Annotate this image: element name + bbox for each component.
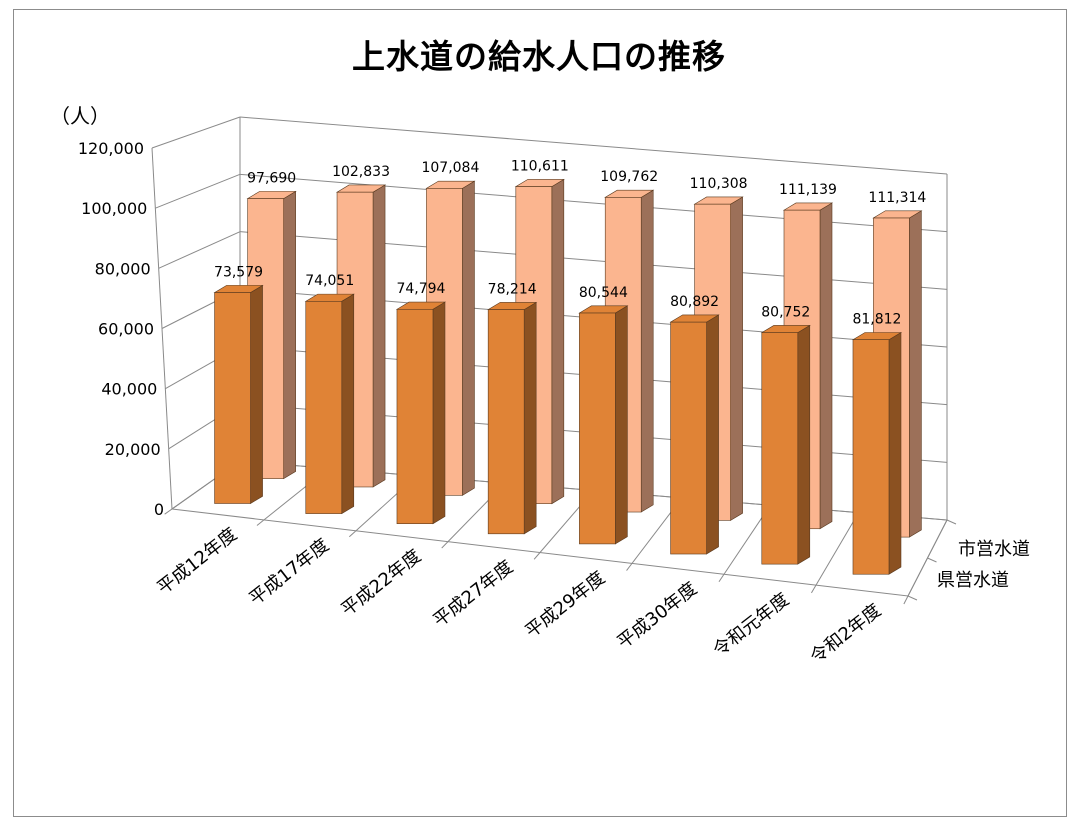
bar-kenei-6-label: 80,892 bbox=[670, 294, 719, 310]
y-tick-label: 0 bbox=[154, 500, 164, 519]
bar-kenei-5 bbox=[579, 312, 616, 545]
x-tick-label: 平成27年度 bbox=[429, 556, 517, 631]
y-axis-line bbox=[151, 147, 173, 510]
y-tick-label: 20,000 bbox=[105, 440, 161, 459]
bar-kenei-6-side bbox=[706, 314, 719, 555]
x-tick-label: 平成12年度 bbox=[153, 524, 241, 599]
bar-kenei-5-label: 80,544 bbox=[579, 285, 628, 301]
depth-tick-mark bbox=[927, 557, 937, 563]
bar-kenei-3-label: 74,794 bbox=[396, 281, 445, 297]
bar-kenei-8-label: 81,812 bbox=[852, 311, 901, 327]
y-tick-label: 80,000 bbox=[95, 259, 151, 278]
bar-shiei-7-side bbox=[819, 202, 833, 530]
bar-shiei-3-label: 107,084 bbox=[421, 160, 479, 176]
x-tick-label: 平成17年度 bbox=[245, 535, 333, 610]
bar-kenei-8 bbox=[852, 339, 890, 575]
y-tick-label: 60,000 bbox=[98, 320, 154, 339]
bar-kenei-3-side bbox=[432, 301, 446, 525]
bar-shiei-6-label: 110,308 bbox=[690, 176, 748, 192]
chart-title: 上水道の給水人口の推移 bbox=[352, 37, 726, 76]
x-tick-mark bbox=[164, 508, 173, 515]
bar-kenei-1 bbox=[214, 292, 251, 504]
bar-kenei-1-label: 73,579 bbox=[214, 264, 263, 280]
bar-kenei-5-side bbox=[615, 305, 628, 545]
bar-shiei-3-side bbox=[462, 180, 475, 496]
bar-kenei-2-label: 74,051 bbox=[305, 273, 354, 289]
side-gridline bbox=[151, 116, 241, 149]
x-tick-mark bbox=[718, 573, 725, 583]
y-tick-label: 40,000 bbox=[101, 380, 157, 399]
bar-shiei-2-side bbox=[372, 184, 386, 488]
x-tick-label: 平成30年度 bbox=[613, 578, 701, 653]
bar-kenei-8-side bbox=[888, 331, 902, 575]
bar-shiei-8-label: 111,314 bbox=[868, 190, 926, 206]
bar-shiei-5-side bbox=[640, 189, 654, 513]
x-tick-mark bbox=[348, 530, 357, 538]
x-tick-mark bbox=[811, 584, 817, 594]
bar-shiei-6-side bbox=[730, 196, 743, 521]
y-tick-label: 120,000 bbox=[78, 139, 144, 158]
x-tick-mark bbox=[441, 541, 449, 549]
y-axis-unit-label: （人） bbox=[50, 104, 110, 128]
bar-kenei-4-side bbox=[523, 301, 537, 535]
x-tick-mark bbox=[903, 595, 909, 605]
bar-kenei-4 bbox=[487, 309, 525, 535]
depth-tick-mark bbox=[946, 519, 957, 525]
y-tick-label: 100,000 bbox=[81, 199, 147, 218]
series-label-kenei: 県営水道 bbox=[937, 570, 1009, 591]
bar-shiei-1-side bbox=[283, 190, 296, 480]
bar-shiei-1-label: 97,690 bbox=[247, 170, 296, 186]
bar-kenei-2 bbox=[305, 301, 343, 514]
x-tick-mark bbox=[533, 552, 541, 560]
bar-kenei-7-side bbox=[797, 324, 811, 565]
x-tick-label: 令和2年度 bbox=[806, 600, 885, 668]
side-gridline bbox=[158, 231, 241, 269]
bar-kenei-2-side bbox=[341, 293, 355, 515]
bar-shiei-7-label: 111,139 bbox=[779, 182, 837, 198]
bar-shiei-8-side bbox=[909, 210, 922, 538]
side-gridline bbox=[155, 173, 241, 209]
bar-shiei-5-label: 109,762 bbox=[600, 169, 658, 185]
x-tick-label: 平成22年度 bbox=[337, 546, 425, 621]
bar-kenei-6 bbox=[670, 321, 707, 555]
x-tick-mark bbox=[626, 563, 633, 571]
bar-kenei-3 bbox=[396, 308, 434, 525]
bar-kenei-7 bbox=[761, 332, 799, 565]
bar-kenei-7-label: 80,752 bbox=[761, 304, 810, 320]
x-tick-label: 令和元年度 bbox=[709, 589, 793, 661]
back-gridline bbox=[239, 116, 948, 175]
x-tick-mark bbox=[256, 519, 265, 526]
bar-kenei-4-label: 78,214 bbox=[488, 281, 537, 297]
bar-kenei-1-side bbox=[250, 284, 263, 505]
floor-category-line bbox=[815, 512, 860, 586]
x-tick-label: 平成29年度 bbox=[521, 567, 609, 642]
depth-tick-mark bbox=[907, 595, 918, 601]
bar-shiei-2-label: 102,833 bbox=[332, 164, 390, 180]
bar-shiei-4-label: 110,611 bbox=[511, 158, 569, 174]
series-label-shiei: 市営水道 bbox=[958, 539, 1030, 560]
bar-shiei-4-side bbox=[551, 178, 565, 505]
